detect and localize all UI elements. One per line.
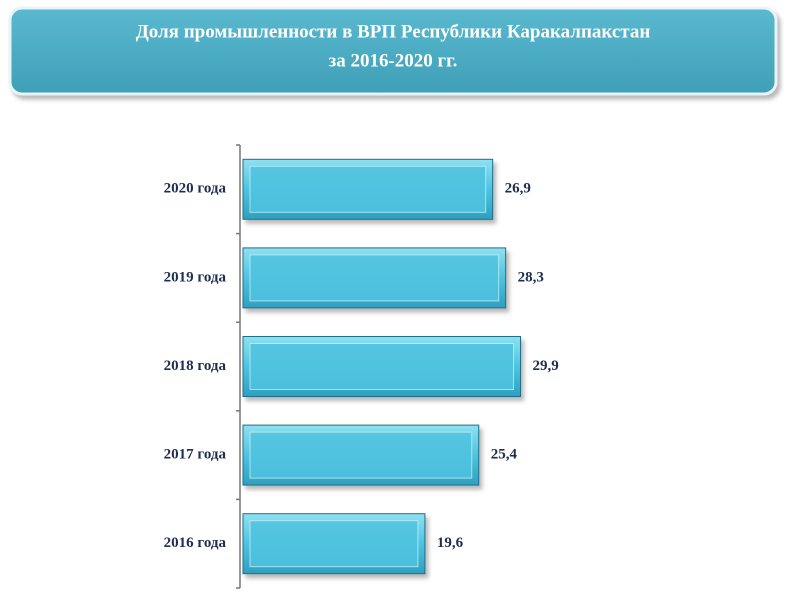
bar-bevel bbox=[249, 343, 515, 390]
value-label: 29,9 bbox=[533, 358, 559, 374]
y-tick-label: 2016 года bbox=[164, 535, 227, 551]
value-label: 25,4 bbox=[491, 447, 518, 463]
title-box bbox=[8, 6, 778, 96]
bar-bevel bbox=[249, 165, 487, 213]
bar-bevel bbox=[249, 431, 473, 479]
bar-bevel bbox=[249, 520, 419, 568]
y-tick-label: 2018 года bbox=[164, 358, 227, 374]
value-label: 26,9 bbox=[505, 181, 531, 197]
value-label: 19,6 bbox=[437, 535, 464, 551]
y-tick-label: 2017 года bbox=[164, 447, 227, 463]
y-tick-label: 2020 года bbox=[164, 181, 227, 197]
bar-bevel bbox=[249, 254, 500, 302]
value-label: 28,3 bbox=[518, 269, 544, 285]
chart-title: за 2016-2020 гг. bbox=[329, 50, 458, 71]
y-tick-label: 2019 года bbox=[164, 269, 227, 285]
chart-title: Доля промышленности в ВРП Республики Кар… bbox=[136, 21, 651, 42]
